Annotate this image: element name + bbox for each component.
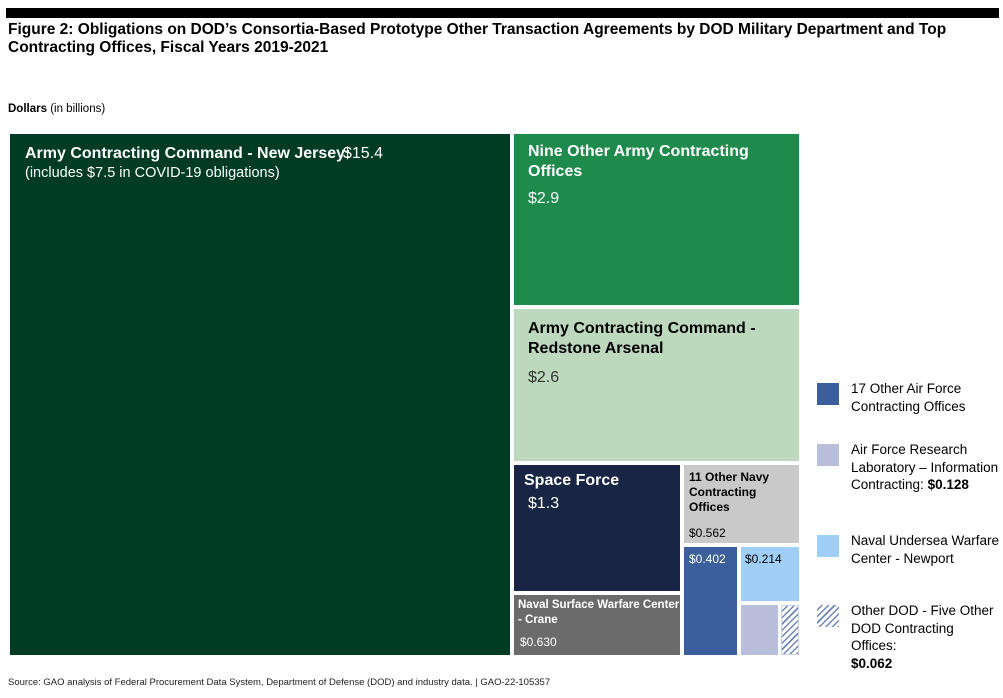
tile-af-research — [741, 605, 778, 655]
tile-army-redstone: Army Contracting Command - Redstone Arse… — [514, 309, 799, 461]
tile-label-army-other: Nine Other Army Contracting Offices — [528, 143, 749, 180]
legend-label-af-research: Air Force Research Laboratory – Informat… — [851, 442, 999, 492]
tile-label-navy-crane: Naval Surface Warfare Center - Crane — [518, 599, 680, 626]
legend-text-af-research: Air Force Research Laboratory – Informat… — [851, 441, 1001, 494]
tile-navy-other: 11 Other Navy Contracting Offices $0.562 — [684, 465, 799, 543]
legend-swatch-naval-undersea — [817, 535, 839, 557]
legend-label-other-dod: Other DOD - Five Other DOD Contracting O… — [851, 603, 994, 653]
figure-title: Figure 2: Obligations on DOD’s Consortia… — [8, 21, 947, 56]
units-label: Dollars (in billions) — [8, 103, 105, 115]
tile-other-dod — [781, 605, 799, 655]
legend-text-naval-undersea: Naval Undersea Warfare Center - Newport — [851, 533, 1000, 566]
legend-swatch-af-research — [817, 444, 839, 466]
legend-text-af-other: 17 Other Air Force Contracting Offices — [851, 381, 966, 414]
units-label-main: Dollars — [8, 103, 47, 115]
tile-note-army-nj: (includes $7.5 in COVID-19 obligations) — [25, 165, 280, 181]
legend-value-af-research: $0.128 — [927, 477, 969, 492]
title-rule — [6, 8, 999, 18]
tile-label-navy-other: 11 Other Navy Contracting Offices — [689, 470, 770, 514]
tile-value-naval-undersea: $0.214 — [745, 552, 782, 566]
tile-value-navy-other: $0.562 — [689, 526, 726, 540]
legend-swatch-af-other — [817, 383, 839, 405]
tile-naval-undersea: $0.214 — [741, 547, 799, 601]
tile-label-army-nj: Army Contracting Command - New Jersey: — [25, 145, 351, 162]
legend-swatch-other-dod — [817, 605, 839, 627]
legend-value-other-dod: $0.062 — [851, 655, 893, 671]
tile-value-army-other: $2.9 — [528, 190, 560, 207]
tile-army-other: Nine Other Army Contracting Offices $2.9 — [514, 134, 799, 305]
tile-value-navy-crane: $0.630 — [520, 635, 557, 649]
tile-value-army-nj: $15.4 — [343, 145, 384, 162]
tile-navy-crane: Naval Surface Warfare Center - Crane $0.… — [514, 595, 680, 655]
tile-label-space-force: Space Force — [524, 472, 620, 489]
tile-value-space-force: $1.3 — [528, 495, 560, 512]
tile-value-army-redstone: $2.6 — [528, 369, 560, 386]
legend-text-other-dod: Other DOD - Five Other DOD Contracting O… — [851, 602, 1001, 672]
tile-af-other: $0.402 — [684, 547, 737, 655]
tile-space-force: Space Force $1.3 — [514, 465, 680, 591]
source-note: Source: GAO analysis of Federal Procurem… — [8, 677, 551, 688]
tile-army-nj: Army Contracting Command - New Jersey: $… — [10, 134, 510, 655]
tile-label-army-redstone: Army Contracting Command - Redstone Arse… — [528, 320, 756, 357]
tile-value-af-other: $0.402 — [689, 552, 726, 566]
units-label-note: (in billions) — [50, 103, 106, 115]
